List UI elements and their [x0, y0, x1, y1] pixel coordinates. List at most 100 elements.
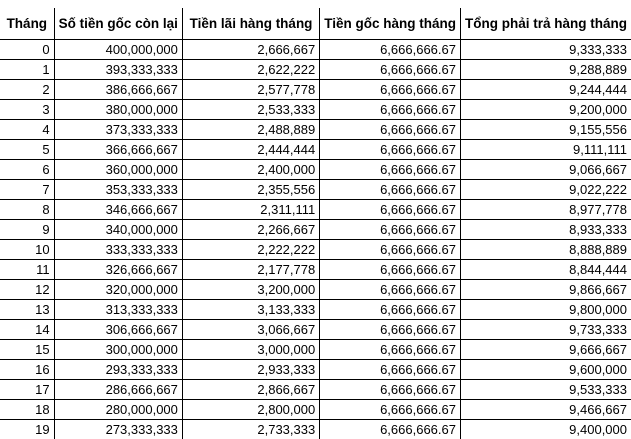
cell-total-payment[interactable]: 9,733,333 — [460, 319, 631, 340]
cell-monthly-interest[interactable]: 2,355,556 — [182, 179, 321, 200]
header-cell-month[interactable]: Tháng — [0, 8, 55, 40]
cell-total-payment[interactable]: 9,666,667 — [460, 339, 631, 360]
cell-remaining-principal[interactable]: 373,333,333 — [54, 119, 183, 140]
cell-month[interactable]: 6 — [0, 159, 55, 180]
cell-monthly-principal[interactable]: 6,666,666.67 — [319, 159, 461, 180]
cell-month[interactable]: 16 — [0, 359, 55, 380]
cell-monthly-interest[interactable]: 2,933,333 — [182, 359, 321, 380]
cell-monthly-interest[interactable]: 2,733,333 — [182, 419, 321, 439]
cell-month[interactable]: 5 — [0, 139, 55, 160]
cell-monthly-interest[interactable]: 2,311,111 — [182, 199, 321, 220]
cell-monthly-principal[interactable]: 6,666,666.67 — [319, 219, 461, 240]
cell-monthly-interest[interactable]: 2,666,667 — [182, 39, 321, 60]
cell-month[interactable]: 12 — [0, 279, 55, 300]
cell-month[interactable]: 0 — [0, 39, 55, 60]
cell-month[interactable]: 8 — [0, 199, 55, 220]
cell-total-payment[interactable]: 8,977,778 — [460, 199, 631, 220]
cell-total-payment[interactable]: 8,844,444 — [460, 259, 631, 280]
cell-total-payment[interactable]: 9,333,333 — [460, 39, 631, 60]
cell-total-payment[interactable]: 9,288,889 — [460, 59, 631, 80]
cell-remaining-principal[interactable]: 306,666,667 — [54, 319, 183, 340]
cell-monthly-principal[interactable]: 6,666,666.67 — [319, 379, 461, 400]
cell-monthly-interest[interactable]: 2,533,333 — [182, 99, 321, 120]
header-cell-total-payment[interactable]: Tổng phải trả hàng tháng — [460, 8, 631, 40]
cell-monthly-interest[interactable]: 3,066,667 — [182, 319, 321, 340]
cell-month[interactable]: 19 — [0, 419, 55, 439]
cell-monthly-principal[interactable]: 6,666,666.67 — [319, 39, 461, 60]
header-cell-monthly-principal[interactable]: Tiền gốc hàng tháng — [319, 8, 461, 40]
cell-remaining-principal[interactable]: 393,333,333 — [54, 59, 183, 80]
cell-monthly-interest[interactable]: 2,222,222 — [182, 239, 321, 260]
cell-total-payment[interactable]: 9,111,111 — [460, 139, 631, 160]
cell-monthly-principal[interactable]: 6,666,666.67 — [319, 199, 461, 220]
cell-month[interactable]: 1 — [0, 59, 55, 80]
cell-remaining-principal[interactable]: 300,000,000 — [54, 339, 183, 360]
cell-monthly-interest[interactable]: 2,577,778 — [182, 79, 321, 100]
header-cell-remaining-principal[interactable]: Số tiền gốc còn lại — [54, 8, 183, 40]
cell-monthly-interest[interactable]: 2,177,778 — [182, 259, 321, 280]
cell-total-payment[interactable]: 9,800,000 — [460, 299, 631, 320]
cell-remaining-principal[interactable]: 286,666,667 — [54, 379, 183, 400]
header-cell-monthly-interest[interactable]: Tiền lãi hàng tháng — [182, 8, 321, 40]
cell-remaining-principal[interactable]: 333,333,333 — [54, 239, 183, 260]
cell-remaining-principal[interactable]: 326,666,667 — [54, 259, 183, 280]
cell-remaining-principal[interactable]: 320,000,000 — [54, 279, 183, 300]
cell-remaining-principal[interactable]: 353,333,333 — [54, 179, 183, 200]
cell-remaining-principal[interactable]: 346,666,667 — [54, 199, 183, 220]
cell-total-payment[interactable]: 9,533,333 — [460, 379, 631, 400]
cell-remaining-principal[interactable]: 366,666,667 — [54, 139, 183, 160]
cell-total-payment[interactable]: 9,244,444 — [460, 79, 631, 100]
cell-monthly-interest[interactable]: 3,000,000 — [182, 339, 321, 360]
cell-total-payment[interactable]: 9,066,667 — [460, 159, 631, 180]
cell-monthly-principal[interactable]: 6,666,666.67 — [319, 119, 461, 140]
cell-remaining-principal[interactable]: 400,000,000 — [54, 39, 183, 60]
cell-monthly-interest[interactable]: 2,488,889 — [182, 119, 321, 140]
cell-month[interactable]: 4 — [0, 119, 55, 140]
cell-total-payment[interactable]: 8,933,333 — [460, 219, 631, 240]
cell-monthly-principal[interactable]: 6,666,666.67 — [319, 259, 461, 280]
cell-total-payment[interactable]: 9,600,000 — [460, 359, 631, 380]
cell-monthly-interest[interactable]: 3,133,333 — [182, 299, 321, 320]
cell-month[interactable]: 17 — [0, 379, 55, 400]
cell-month[interactable]: 9 — [0, 219, 55, 240]
cell-total-payment[interactable]: 8,888,889 — [460, 239, 631, 260]
cell-monthly-interest[interactable]: 2,800,000 — [182, 399, 321, 420]
cell-monthly-principal[interactable]: 6,666,666.67 — [319, 139, 461, 160]
cell-month[interactable]: 15 — [0, 339, 55, 360]
cell-month[interactable]: 11 — [0, 259, 55, 280]
cell-month[interactable]: 13 — [0, 299, 55, 320]
cell-total-payment[interactable]: 9,866,667 — [460, 279, 631, 300]
cell-remaining-principal[interactable]: 293,333,333 — [54, 359, 183, 380]
cell-total-payment[interactable]: 9,200,000 — [460, 99, 631, 120]
cell-monthly-principal[interactable]: 6,666,666.67 — [319, 299, 461, 320]
cell-monthly-principal[interactable]: 6,666,666.67 — [319, 319, 461, 340]
cell-monthly-interest[interactable]: 2,400,000 — [182, 159, 321, 180]
cell-monthly-interest[interactable]: 2,866,667 — [182, 379, 321, 400]
cell-monthly-principal[interactable]: 6,666,666.67 — [319, 179, 461, 200]
cell-remaining-principal[interactable]: 313,333,333 — [54, 299, 183, 320]
cell-month[interactable]: 18 — [0, 399, 55, 420]
cell-monthly-principal[interactable]: 6,666,666.67 — [319, 339, 461, 360]
cell-monthly-principal[interactable]: 6,666,666.67 — [319, 419, 461, 439]
cell-monthly-principal[interactable]: 6,666,666.67 — [319, 279, 461, 300]
cell-total-payment[interactable]: 9,400,000 — [569, 422, 627, 437]
cell-remaining-principal[interactable]: 273,333,333 — [54, 419, 183, 439]
cell-total-payment[interactable]: 9,022,222 — [460, 179, 631, 200]
cell-month[interactable]: 10 — [0, 239, 55, 260]
cell-remaining-principal[interactable]: 386,666,667 — [54, 79, 183, 100]
cell-monthly-interest[interactable]: 3,200,000 — [182, 279, 321, 300]
cell-monthly-interest[interactable]: 2,444,444 — [182, 139, 321, 160]
cell-monthly-principal[interactable]: 6,666,666.67 — [319, 239, 461, 260]
cell-month[interactable]: 14 — [0, 319, 55, 340]
cell-total-payment[interactable]: 9,155,556 — [460, 119, 631, 140]
cell-remaining-principal[interactable]: 280,000,000 — [54, 399, 183, 420]
cell-monthly-principal[interactable]: 6,666,666.67 — [319, 59, 461, 80]
cell-month[interactable]: 3 — [0, 99, 55, 120]
cell-monthly-principal[interactable]: 6,666,666.67 — [319, 359, 461, 380]
cell-month[interactable]: 2 — [0, 79, 55, 100]
cell-remaining-principal[interactable]: 380,000,000 — [54, 99, 183, 120]
cell-total-payment[interactable]: 9,466,667 — [460, 399, 631, 420]
cell-monthly-interest[interactable]: 2,266,667 — [182, 219, 321, 240]
cell-month[interactable]: 7 — [0, 179, 55, 200]
cell-monthly-principal[interactable]: 6,666,666.67 — [319, 399, 461, 420]
